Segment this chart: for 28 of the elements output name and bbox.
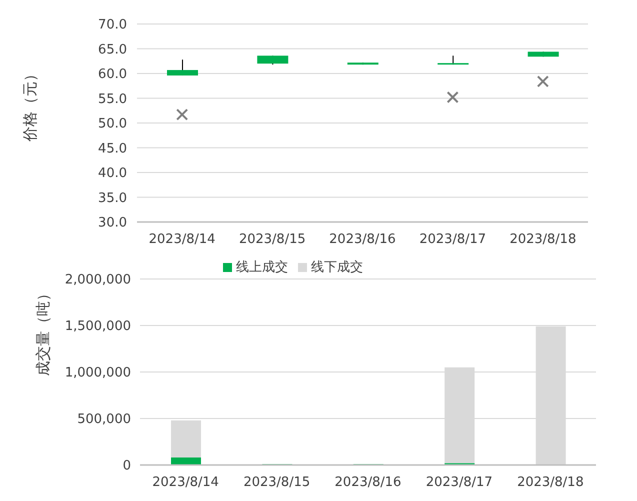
x-tick-label: 2023/8/16 (329, 232, 396, 248)
x-tick-label: 2023/8/15 (238, 232, 306, 248)
y-tick-label: 35.0 (98, 190, 127, 206)
y-tick-label: 30.0 (98, 216, 127, 231)
y-tick-label: 1,500,000 (64, 319, 131, 334)
legend-label: 线下成交 (311, 260, 363, 275)
x-tick-label: 2023/8/17 (426, 475, 493, 490)
x-tick-label: 2023/8/14 (148, 232, 216, 248)
x-tick-label: 2023/8/17 (419, 232, 486, 248)
y-tick-label: 0 (122, 458, 131, 474)
y-axis-title: 价格（元） (21, 66, 39, 142)
legend-label: 线上成交 (236, 260, 288, 275)
x-tick-label: 2023/8/15 (243, 475, 310, 490)
x-tick-label: 2023/8/18 (510, 232, 576, 248)
y-tick-label: 60.0 (98, 67, 127, 82)
x-tick-label: 2023/8/18 (517, 475, 584, 490)
y-tick-label: 40.0 (98, 166, 127, 182)
y-tick-label: 55.0 (98, 92, 127, 107)
y-tick-label: 50.0 (98, 116, 127, 132)
y-axis-title: 成交量（吨） (34, 286, 52, 376)
y-tick-label: 65.0 (98, 42, 127, 58)
y-tick-label: 45.0 (98, 141, 127, 156)
x-tick-label: 2023/8/14 (152, 475, 219, 490)
x-tick-label: 2023/8/16 (334, 475, 402, 490)
y-tick-label: 500,000 (77, 412, 131, 428)
y-tick-label: 70.0 (98, 18, 127, 33)
y-tick-label: 1,000,000 (64, 366, 131, 381)
y-tick-label: 2,000,000 (64, 272, 131, 288)
